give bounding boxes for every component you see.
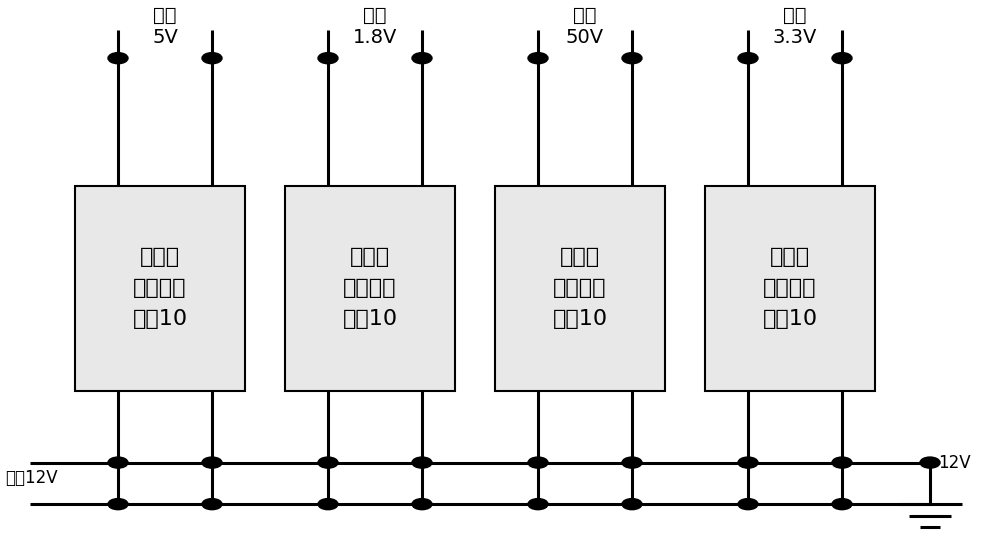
Circle shape: [412, 457, 432, 468]
Circle shape: [318, 457, 338, 468]
Text: 半导体
直流变压
结构10: 半导体 直流变压 结构10: [342, 247, 398, 329]
Circle shape: [108, 53, 128, 64]
Text: 1.8V: 1.8V: [353, 28, 397, 47]
Circle shape: [528, 499, 548, 510]
Text: 输出: 输出: [363, 6, 387, 25]
Circle shape: [738, 53, 758, 64]
Circle shape: [108, 457, 128, 468]
Circle shape: [108, 499, 128, 510]
Circle shape: [318, 499, 338, 510]
Circle shape: [412, 499, 432, 510]
Text: 输入12V: 输入12V: [5, 469, 58, 487]
Text: 50V: 50V: [566, 28, 604, 47]
Text: 半导体
直流变压
结构10: 半导体 直流变压 结构10: [552, 247, 608, 329]
Text: 12V: 12V: [938, 454, 971, 471]
Circle shape: [202, 53, 222, 64]
Circle shape: [622, 53, 642, 64]
Circle shape: [622, 457, 642, 468]
Circle shape: [738, 457, 758, 468]
Circle shape: [318, 53, 338, 64]
Bar: [705, 186, 875, 391]
Text: 输出: 输出: [153, 6, 177, 25]
Circle shape: [528, 457, 548, 468]
Circle shape: [832, 499, 852, 510]
Circle shape: [528, 53, 548, 64]
Bar: [495, 186, 665, 391]
Text: 5V: 5V: [152, 28, 178, 47]
Circle shape: [832, 53, 852, 64]
Circle shape: [832, 457, 852, 468]
Circle shape: [920, 457, 940, 468]
Circle shape: [622, 499, 642, 510]
Text: 半导体
直流变压
结构10: 半导体 直流变压 结构10: [132, 247, 188, 329]
Bar: [75, 186, 245, 391]
Bar: [285, 186, 455, 391]
Circle shape: [738, 499, 758, 510]
Text: 输出: 输出: [783, 6, 807, 25]
Text: 3.3V: 3.3V: [773, 28, 817, 47]
Text: 半导体
直流变压
结构10: 半导体 直流变压 结构10: [762, 247, 818, 329]
Text: 输出: 输出: [573, 6, 597, 25]
Circle shape: [202, 457, 222, 468]
Circle shape: [202, 499, 222, 510]
Circle shape: [412, 53, 432, 64]
